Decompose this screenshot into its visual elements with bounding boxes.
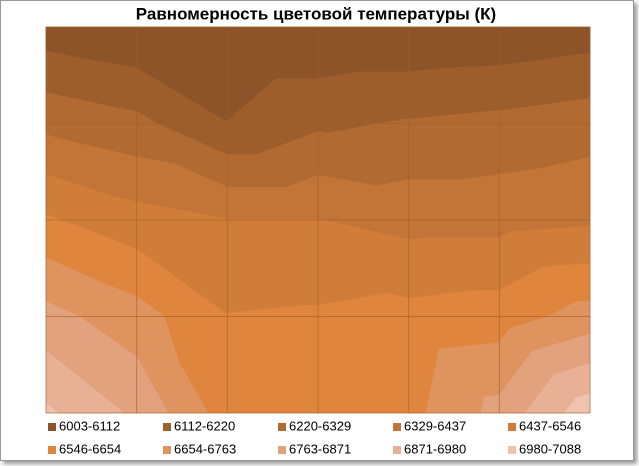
- legend-swatch: [508, 423, 516, 431]
- legend-swatch: [163, 446, 171, 454]
- legend-label: 6329-6437: [404, 418, 466, 433]
- legend-label: 6546-6654: [59, 441, 121, 456]
- legend-label: 6980-7088: [519, 441, 581, 456]
- legend-label: 6437-6546: [519, 418, 581, 433]
- legend-swatch: [48, 423, 56, 431]
- legend-swatch: [278, 423, 286, 431]
- legend-label: 6763-6871: [289, 441, 351, 456]
- legend-swatch: [393, 446, 401, 454]
- legend-label: 6112-6220: [174, 418, 235, 433]
- legend-swatch: [278, 446, 286, 454]
- legend-swatch: [393, 423, 401, 431]
- legend-label: 6654-6763: [174, 441, 236, 456]
- legend-label: 6003-6112: [59, 418, 120, 433]
- legend-swatch: [508, 446, 516, 454]
- chart-title: Равномерность цветовой температуры (К): [136, 4, 496, 23]
- legend-label: 6871-6980: [404, 441, 466, 456]
- legend-swatch: [48, 446, 56, 454]
- legend-label: 6220-6329: [289, 418, 351, 433]
- legend-swatch: [163, 423, 171, 431]
